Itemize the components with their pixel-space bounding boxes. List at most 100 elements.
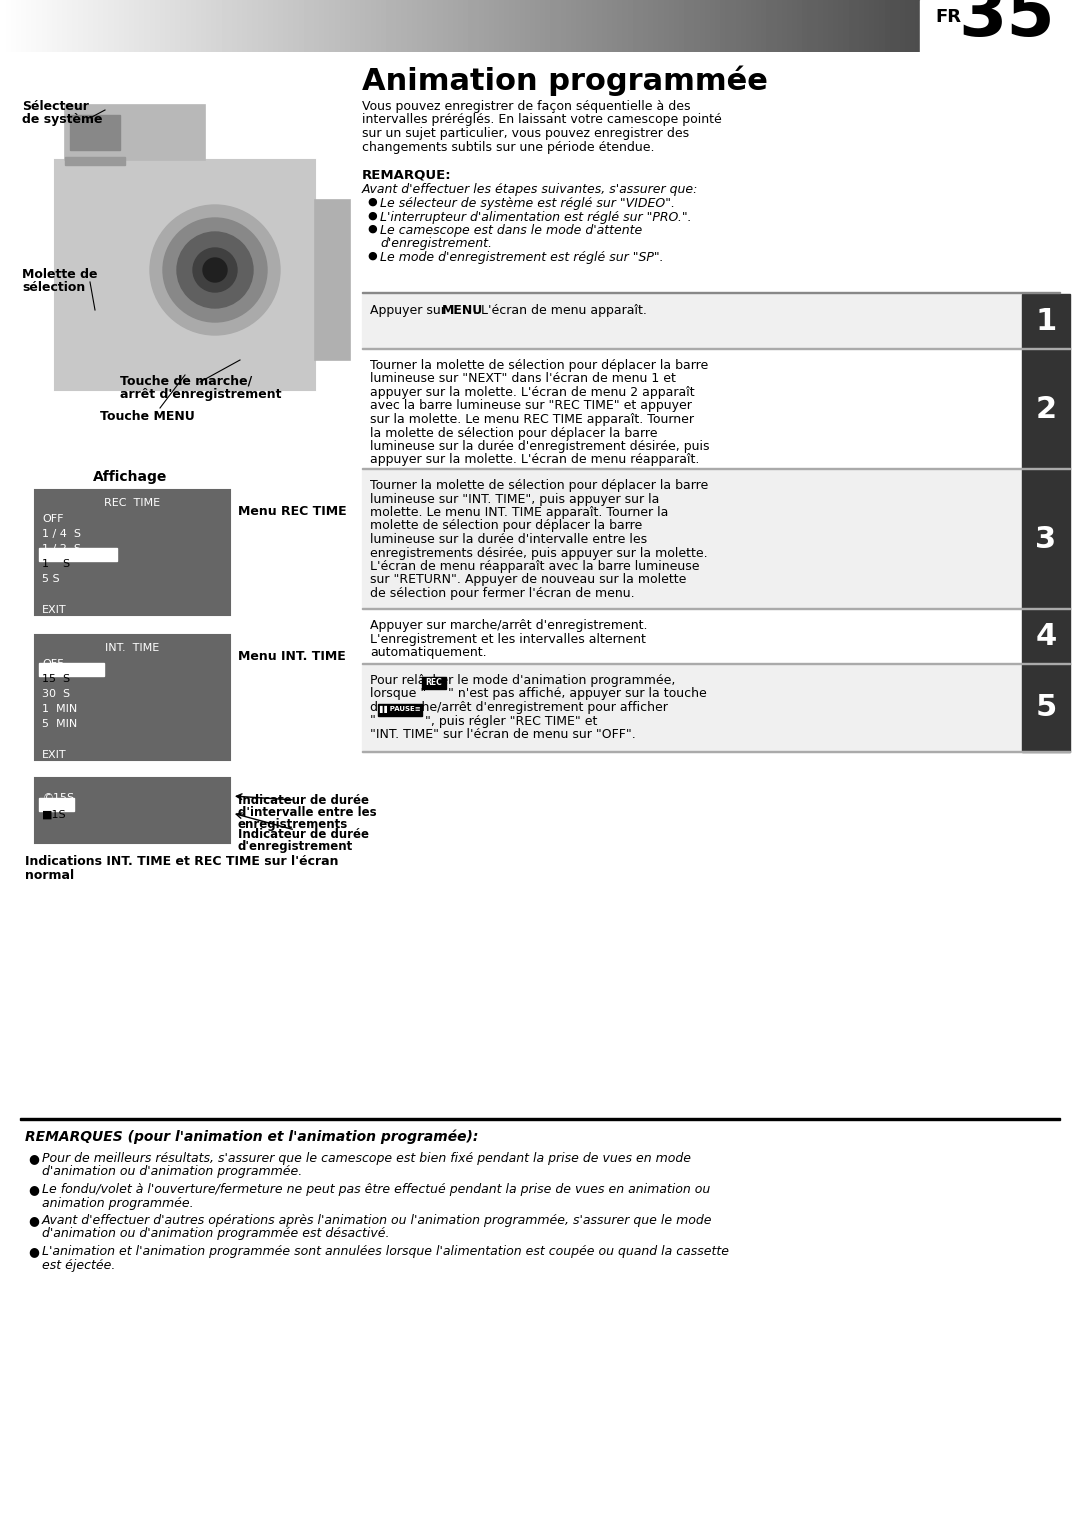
Text: molette. Le menu INT. TIME apparaît. Tourner la: molette. Le menu INT. TIME apparaît. Tou… [370,506,669,520]
Text: REC: REC [426,678,443,687]
Bar [1022,294,1070,350]
Bar [35,635,230,760]
Text: ●: ● [28,1245,39,1259]
Text: ●: ● [28,1214,39,1226]
Text: REMARQUE:: REMARQUE: [362,169,451,181]
Bar [362,350,1022,469]
Text: Pour de meilleurs résultats, s'assurer que le camescope est bien fixé pendant la: Pour de meilleurs résultats, s'assurer q… [42,1151,691,1165]
Text: est éjectée.: est éjectée. [42,1259,116,1271]
Text: Tourner la molette de sélection pour déplacer la barre: Tourner la molette de sélection pour dép… [370,359,708,373]
Text: Appuyer sur marche/arrêt d'enregistrement.: Appuyer sur marche/arrêt d'enregistremen… [370,619,648,632]
Text: Indicateur de durée: Indicateur de durée [238,794,369,806]
Bar [378,704,422,716]
Text: sélection: sélection [22,281,85,294]
Bar [70,115,120,150]
Text: sur un sujet particulier, vous pouvez enregistrer des: sur un sujet particulier, vous pouvez en… [362,127,689,140]
Text: 35: 35 [958,0,1055,51]
Text: avec la barre lumineuse sur "REC TIME" et appuyer: avec la barre lumineuse sur "REC TIME" e… [370,400,692,412]
Text: Touche de marche/: Touche de marche/ [120,376,253,388]
Text: lumineuse sur "NEXT" dans l'écran de menu 1 et: lumineuse sur "NEXT" dans l'écran de men… [370,373,676,385]
Text: ●: ● [28,1183,39,1196]
Text: 1 / 4  S: 1 / 4 S [42,529,81,540]
Text: appuyer sur la molette. L'écran de menu 2 apparaît: appuyer sur la molette. L'écran de menu … [370,386,694,399]
Text: Sélecteur: Sélecteur [22,100,89,113]
Text: Indicateur de durée: Indicateur de durée [238,828,369,842]
Text: 4: 4 [1036,622,1056,652]
Bar [39,662,104,676]
Bar [362,469,1022,609]
Bar [39,799,75,811]
Text: 1 / 2  S: 1 / 2 S [42,544,81,553]
Text: lumineuse sur "INT. TIME", puis appuyer sur la: lumineuse sur "INT. TIME", puis appuyer … [370,492,660,506]
Circle shape [150,205,280,336]
Text: sur la molette. Le menu REC TIME apparaît. Tourner: sur la molette. Le menu REC TIME apparaî… [370,412,694,426]
Text: ▌▌PAUSE≡: ▌▌PAUSE≡ [379,705,421,713]
Text: L'animation et l'animation programmée sont annulées lorsque l'alimentation est c: L'animation et l'animation programmée so… [42,1245,729,1259]
Text: Le fondu/volet à l'ouverture/fermeture ne peut pas être effectué pendant la pris: Le fondu/volet à l'ouverture/fermeture n… [42,1183,711,1196]
Text: molette de sélection pour déplacer la barre: molette de sélection pour déplacer la ba… [370,520,643,532]
Text: lumineuse sur la durée d'enregistrement désirée, puis: lumineuse sur la durée d'enregistrement … [370,440,710,452]
Text: 5: 5 [1036,693,1056,722]
Text: 2: 2 [1036,394,1056,423]
Bar [1022,664,1070,753]
Bar [1022,609,1070,664]
Text: 3: 3 [1036,524,1056,553]
Text: Vous pouvez enregistrer de façon séquentielle à des: Vous pouvez enregistrer de façon séquent… [362,100,690,113]
Text: EXIT: EXIT [42,606,67,615]
Text: normal: normal [25,869,75,881]
Text: ●: ● [367,251,377,261]
Text: animation programmée.: animation programmée. [42,1196,193,1210]
Text: Affichage: Affichage [93,471,167,484]
Bar [362,609,1022,664]
Text: automatiquement.: automatiquement. [370,645,487,659]
Text: ", puis régler "REC TIME" et: ", puis régler "REC TIME" et [426,714,597,728]
Text: d'animation ou d'animation programmée.: d'animation ou d'animation programmée. [42,1165,302,1179]
Text: OFF: OFF [42,514,64,524]
Text: 1  MIN: 1 MIN [42,704,78,714]
Bar [35,491,230,615]
Bar [65,104,205,159]
Text: L'interrupteur d'alimentation est réglé sur "PRO.".: L'interrupteur d'alimentation est réglé … [380,210,691,224]
Text: d'enregistrement.: d'enregistrement. [380,238,492,250]
Text: d'enregistrement: d'enregistrement [238,840,353,852]
Text: REC  TIME: REC TIME [105,498,161,507]
Bar [422,676,446,688]
Text: lorsque ": lorsque " [370,687,427,701]
Text: Le mode d'enregistrement est réglé sur "SP".: Le mode d'enregistrement est réglé sur "… [380,251,663,264]
Text: 5 S: 5 S [42,573,59,584]
Text: changements subtils sur une période étendue.: changements subtils sur une période éten… [362,141,654,153]
Text: Avant d'effectuer d'autres opérations après l'animation ou l'animation programmé: Avant d'effectuer d'autres opérations ap… [42,1214,713,1226]
Text: ": " [370,714,376,728]
Text: Le sélecteur de système est réglé sur "VIDEO".: Le sélecteur de système est réglé sur "V… [380,198,675,210]
Circle shape [177,231,253,308]
Circle shape [203,258,227,282]
Text: 5  MIN: 5 MIN [42,719,78,730]
Text: EXIT: EXIT [42,750,67,760]
Text: ©15S: ©15S [42,793,75,803]
Bar [65,156,125,166]
Bar [315,199,350,360]
Text: sur "RETURN". Appuyer de nouveau sur la molette: sur "RETURN". Appuyer de nouveau sur la … [370,573,687,587]
Text: 1: 1 [1036,307,1056,336]
Text: INT.  TIME: INT. TIME [106,642,160,653]
Text: Appuyer sur: Appuyer sur [370,304,450,317]
Bar [55,159,315,389]
Text: lumineuse sur la durée d'intervalle entre les: lumineuse sur la durée d'intervalle entr… [370,533,647,546]
Text: ●: ● [367,210,377,221]
Bar [1022,469,1070,609]
Bar [920,0,1080,52]
Text: " n'est pas affiché, appuyer sur la touche: " n'est pas affiché, appuyer sur la touc… [448,687,706,701]
Text: L'écran de menu réapparaît avec la barre lumineuse: L'écran de menu réapparaît avec la barre… [370,560,700,573]
Text: de sélection pour fermer l'écran de menu.: de sélection pour fermer l'écran de menu… [370,587,635,599]
Bar [362,294,1022,350]
Text: Le camescope est dans le mode d'attente: Le camescope est dans le mode d'attente [380,224,643,238]
Text: L'enregistrement et les intervalles alternent: L'enregistrement et les intervalles alte… [370,633,646,645]
Text: REMARQUES (pour l'animation et l'animation programée):: REMARQUES (pour l'animation et l'animati… [25,1130,478,1145]
Text: d'intervalle entre les: d'intervalle entre les [238,806,377,819]
Text: la molette de sélection pour déplacer la barre: la molette de sélection pour déplacer la… [370,426,658,440]
Text: "INT. TIME" sur l'écran de menu sur "OFF".: "INT. TIME" sur l'écran de menu sur "OFF… [370,728,636,740]
Text: Menu REC TIME: Menu REC TIME [238,504,347,518]
Text: Molette de: Molette de [22,268,97,281]
Text: ■1S: ■1S [42,809,67,820]
Text: arrêt d'enregistrement: arrêt d'enregistrement [120,388,282,402]
